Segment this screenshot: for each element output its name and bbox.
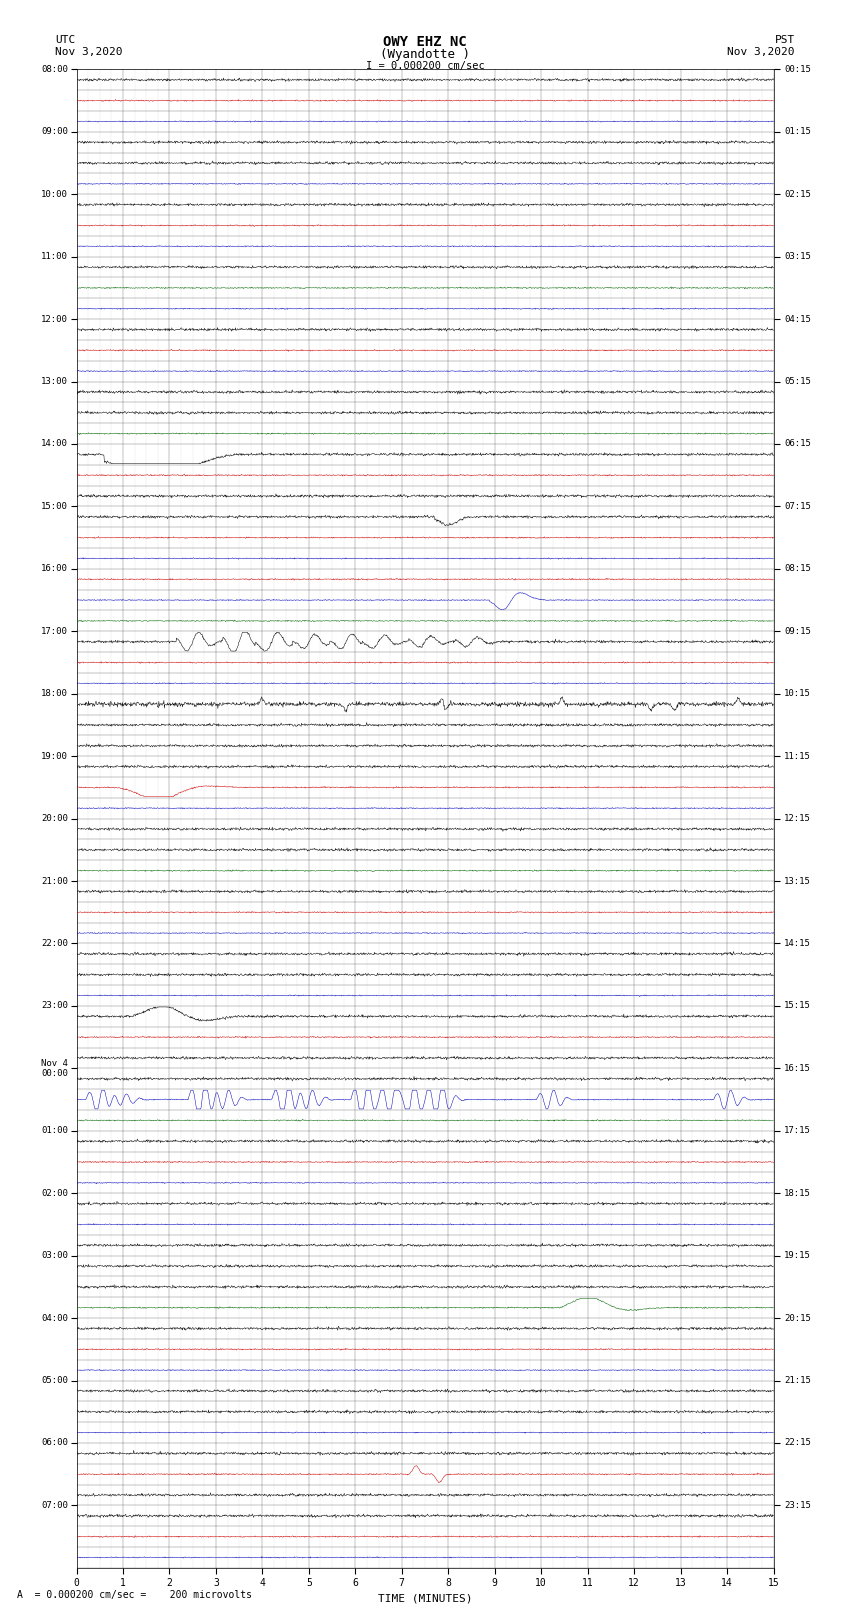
- X-axis label: TIME (MINUTES): TIME (MINUTES): [377, 1594, 473, 1603]
- Text: Nov 3,2020: Nov 3,2020: [55, 47, 122, 56]
- Text: PST: PST: [774, 35, 795, 45]
- Text: OWY EHZ NC: OWY EHZ NC: [383, 35, 467, 50]
- Text: A  = 0.000200 cm/sec =    200 microvolts: A = 0.000200 cm/sec = 200 microvolts: [17, 1590, 252, 1600]
- Text: UTC: UTC: [55, 35, 76, 45]
- Text: Nov 3,2020: Nov 3,2020: [728, 47, 795, 56]
- Text: I = 0.000200 cm/sec: I = 0.000200 cm/sec: [366, 61, 484, 71]
- Text: (Wyandotte ): (Wyandotte ): [380, 48, 470, 61]
